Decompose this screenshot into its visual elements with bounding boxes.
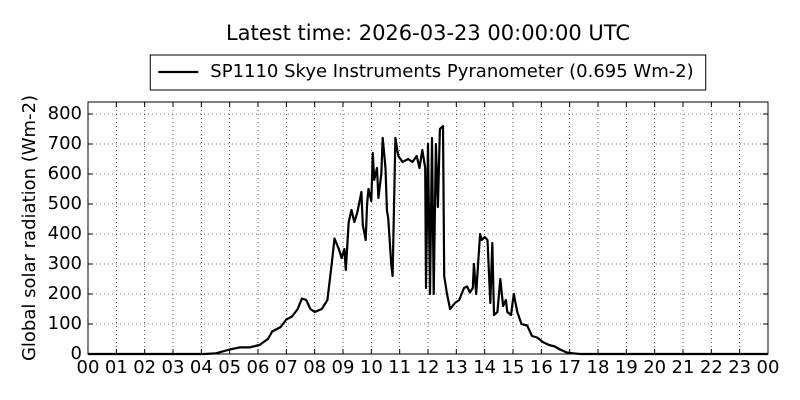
x-tick-label: 04	[190, 357, 213, 378]
x-tick-label: 14	[473, 357, 496, 378]
x-tick-label: 05	[218, 357, 241, 378]
x-tick-label: 07	[275, 357, 298, 378]
x-tick-label: 06	[247, 357, 270, 378]
x-tick-label: 23	[728, 357, 751, 378]
data-line	[88, 124, 768, 356]
y-tick-label: 800	[48, 103, 82, 124]
y-tick-label: 600	[48, 163, 82, 184]
x-tick-label: 20	[643, 357, 666, 378]
y-tick-label: 100	[48, 313, 82, 334]
x-tick-label: 13	[445, 357, 468, 378]
x-tick-label: 21	[672, 357, 695, 378]
x-tick-label: 03	[162, 357, 185, 378]
y-tick-label: 300	[48, 253, 82, 274]
x-tick-label: 09	[332, 357, 355, 378]
x-tick-label: 17	[558, 357, 581, 378]
x-tick-label: 01	[105, 357, 128, 378]
plot-frame	[87, 101, 769, 355]
y-tick-label: 0	[71, 343, 82, 364]
y-axis-label: Global solar radiation (Wm-2)	[19, 95, 40, 361]
x-tick-label: 11	[388, 357, 411, 378]
chart-title: Latest time: 2026-03-23 00:00:00 UTC	[226, 21, 630, 45]
x-tick-label: 12	[417, 357, 440, 378]
y-tick-label: 700	[48, 133, 82, 154]
x-tick-label: 02	[133, 357, 156, 378]
y-tick-label: 400	[48, 223, 82, 244]
legend-label: SP1110 Skye Instruments Pyranometer (0.6…	[210, 61, 693, 82]
x-tick-label: 16	[530, 357, 553, 378]
x-tick-label: 00	[757, 357, 780, 378]
x-tick-label: 08	[303, 357, 326, 378]
x-tick-label: 10	[360, 357, 383, 378]
x-tick-label: 19	[615, 357, 638, 378]
x-tick-label: 18	[587, 357, 610, 378]
legend-box	[149, 54, 707, 91]
y-tick-label: 200	[48, 283, 82, 304]
x-tick-label: 15	[502, 357, 525, 378]
y-tick-label: 500	[48, 193, 82, 214]
x-tick-label: 22	[700, 357, 723, 378]
x-tick-label: 00	[77, 357, 100, 378]
